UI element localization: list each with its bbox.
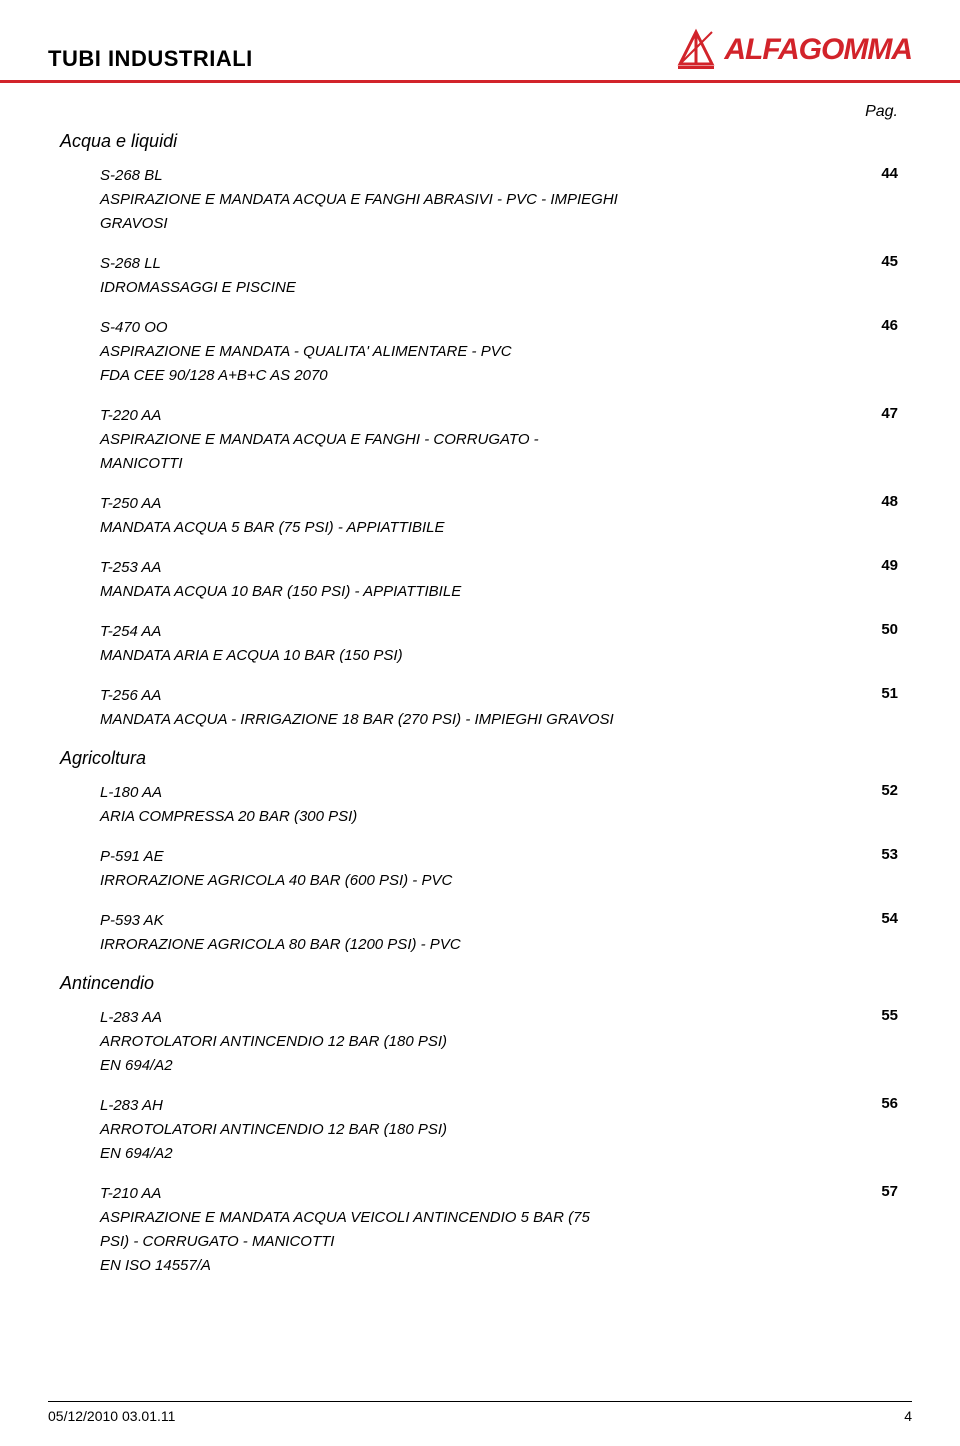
toc-entry: T-210 AAASPIRAZIONE E MANDATA ACQUA VEIC… <box>100 1182 898 1278</box>
toc-entry-text: T-220 AAASPIRAZIONE E MANDATA ACQUA E FA… <box>100 404 620 476</box>
entry-code: T-220 AA <box>100 404 620 428</box>
entry-page-number: 49 <box>858 556 898 574</box>
entry-code: T-253 AA <box>100 556 620 580</box>
entry-code: P-593 AK <box>100 909 620 933</box>
entry-description: MANDATA ACQUA 10 BAR (150 PSI) - APPIATT… <box>100 580 620 604</box>
entry-description: MANDATA ACQUA 5 BAR (75 PSI) - APPIATTIB… <box>100 516 620 540</box>
entry-description: ASPIRAZIONE E MANDATA ACQUA E FANGHI - C… <box>100 428 620 476</box>
footer-page-number: 4 <box>904 1408 912 1424</box>
toc-entry: P-591 AEIRRORAZIONE AGRICOLA 40 BAR (600… <box>100 845 898 893</box>
entry-description: ARIA COMPRESSA 20 BAR (300 PSI) <box>100 805 620 829</box>
entry-code: T-256 AA <box>100 684 620 708</box>
toc-entry: L-180 AAARIA COMPRESSA 20 BAR (300 PSI) 5… <box>100 781 898 829</box>
toc-entry-text: T-253 AAMANDATA ACQUA 10 BAR (150 PSI) -… <box>100 556 620 604</box>
section-title: Acqua e liquidi <box>60 131 898 152</box>
entry-code: S-268 LL <box>100 252 620 276</box>
toc-entry: S-470 OOASPIRAZIONE E MANDATA - QUALITA'… <box>100 316 898 388</box>
toc-content: Pag. Acqua e liquidiS-268 BLASPIRAZIONE … <box>0 83 960 1278</box>
entry-page-number: 52 <box>858 781 898 799</box>
toc-entry: S-268 LLIDROMASSAGGI E PISCINE 45 <box>100 252 898 300</box>
toc-entry: L-283 AHARROTOLATORI ANTINCENDIO 12 BAR … <box>100 1094 898 1166</box>
toc-entry: S-268 BLASPIRAZIONE E MANDATA ACQUA E FA… <box>100 164 898 236</box>
page-header: TUBI INDUSTRIALI ALFAGOMMA <box>0 0 960 83</box>
entry-standard: FDA CEE 90/128 A+B+C AS 2070 <box>100 364 620 388</box>
toc-entry-text: S-268 BLASPIRAZIONE E MANDATA ACQUA E FA… <box>100 164 620 236</box>
entry-page-number: 44 <box>858 164 898 182</box>
toc-entry-text: T-250 AAMANDATA ACQUA 5 BAR (75 PSI) - A… <box>100 492 620 540</box>
entry-page-number: 57 <box>858 1182 898 1200</box>
toc-entry: T-250 AAMANDATA ACQUA 5 BAR (75 PSI) - A… <box>100 492 898 540</box>
entry-standard: EN ISO 14557/A <box>100 1254 620 1278</box>
entry-description: ASPIRAZIONE E MANDATA ACQUA E FANGHI ABR… <box>100 188 620 236</box>
entry-page-number: 56 <box>858 1094 898 1112</box>
sections-container: Acqua e liquidiS-268 BLASPIRAZIONE E MAN… <box>60 131 898 1278</box>
toc-entry: L-283 AAARROTOLATORI ANTINCENDIO 12 BAR … <box>100 1006 898 1078</box>
toc-entry-text: T-254 AAMANDATA ARIA E ACQUA 10 BAR (150… <box>100 620 620 668</box>
entry-description: ARROTOLATORI ANTINCENDIO 12 BAR (180 PSI… <box>100 1118 620 1142</box>
entry-code: L-283 AH <box>100 1094 620 1118</box>
entry-description: ASPIRAZIONE E MANDATA ACQUA VEICOLI ANTI… <box>100 1206 620 1254</box>
toc-entry-text: S-268 LLIDROMASSAGGI E PISCINE <box>100 252 620 300</box>
entry-page-number: 47 <box>858 404 898 422</box>
entry-code: T-254 AA <box>100 620 620 644</box>
brand-name: ALFAGOMMA <box>724 33 912 67</box>
toc-entry-text: L-180 AAARIA COMPRESSA 20 BAR (300 PSI) <box>100 781 620 829</box>
toc-entry: T-256 AAMANDATA ACQUA - IRRIGAZIONE 18 B… <box>100 684 898 732</box>
entry-page-number: 51 <box>858 684 898 702</box>
entry-code: S-470 OO <box>100 316 620 340</box>
toc-entry-text: P-593 AKIRRORAZIONE AGRICOLA 80 BAR (120… <box>100 909 620 957</box>
toc-entry: P-593 AKIRRORAZIONE AGRICOLA 80 BAR (120… <box>100 909 898 957</box>
entry-description: IDROMASSAGGI E PISCINE <box>100 276 620 300</box>
entry-description: IRRORAZIONE AGRICOLA 80 BAR (1200 PSI) -… <box>100 933 620 957</box>
toc-section: Agricoltura L-180 AAARIA COMPRESSA 20 BAR… <box>60 748 898 957</box>
toc-entry-text: S-470 OOASPIRAZIONE E MANDATA - QUALITA'… <box>100 316 620 388</box>
entry-page-number: 55 <box>858 1006 898 1024</box>
brand-logo-icon <box>674 28 718 72</box>
entry-code: L-180 AA <box>100 781 620 805</box>
toc-entry-text: L-283 AHARROTOLATORI ANTINCENDIO 12 BAR … <box>100 1094 620 1166</box>
entry-page-number: 53 <box>858 845 898 863</box>
page-column-label: Pag. <box>60 103 898 121</box>
toc-entry-text: T-210 AAASPIRAZIONE E MANDATA ACQUA VEIC… <box>100 1182 620 1278</box>
entry-description: ASPIRAZIONE E MANDATA - QUALITA' ALIMENT… <box>100 340 620 364</box>
entry-description: MANDATA ARIA E ACQUA 10 BAR (150 PSI) <box>100 644 620 668</box>
entry-standard: EN 694/A2 <box>100 1142 620 1166</box>
entry-page-number: 50 <box>858 620 898 638</box>
entry-code: T-250 AA <box>100 492 620 516</box>
page-footer: 05/12/2010 03.01.11 4 <box>48 1401 912 1424</box>
entry-code: P-591 AE <box>100 845 620 869</box>
entry-code: S-268 BL <box>100 164 620 188</box>
header-title: TUBI INDUSTRIALI <box>48 46 253 72</box>
toc-entry: T-220 AAASPIRAZIONE E MANDATA ACQUA E FA… <box>100 404 898 476</box>
entry-standard: EN 694/A2 <box>100 1054 620 1078</box>
toc-entry: T-254 AAMANDATA ARIA E ACQUA 10 BAR (150… <box>100 620 898 668</box>
footer-timestamp: 05/12/2010 03.01.11 <box>48 1408 175 1424</box>
toc-entry-text: L-283 AAARROTOLATORI ANTINCENDIO 12 BAR … <box>100 1006 620 1078</box>
toc-entry-text: P-591 AEIRRORAZIONE AGRICOLA 40 BAR (600… <box>100 845 620 893</box>
entry-description: MANDATA ACQUA - IRRIGAZIONE 18 BAR (270 … <box>100 708 620 732</box>
section-title: Agricoltura <box>60 748 898 769</box>
section-title: Antincendio <box>60 973 898 994</box>
entry-code: T-210 AA <box>100 1182 620 1206</box>
entry-page-number: 48 <box>858 492 898 510</box>
brand-logo: ALFAGOMMA <box>674 28 912 72</box>
entry-code: L-283 AA <box>100 1006 620 1030</box>
toc-section: AntincendioL-283 AAARROTOLATORI ANTINCEN… <box>60 973 898 1278</box>
entry-page-number: 45 <box>858 252 898 270</box>
entry-description: ARROTOLATORI ANTINCENDIO 12 BAR (180 PSI… <box>100 1030 620 1054</box>
toc-entry: T-253 AAMANDATA ACQUA 10 BAR (150 PSI) -… <box>100 556 898 604</box>
entry-description: IRRORAZIONE AGRICOLA 40 BAR (600 PSI) - … <box>100 869 620 893</box>
entry-page-number: 54 <box>858 909 898 927</box>
entry-page-number: 46 <box>858 316 898 334</box>
toc-section: Acqua e liquidiS-268 BLASPIRAZIONE E MAN… <box>60 131 898 732</box>
toc-entry-text: T-256 AAMANDATA ACQUA - IRRIGAZIONE 18 B… <box>100 684 620 732</box>
